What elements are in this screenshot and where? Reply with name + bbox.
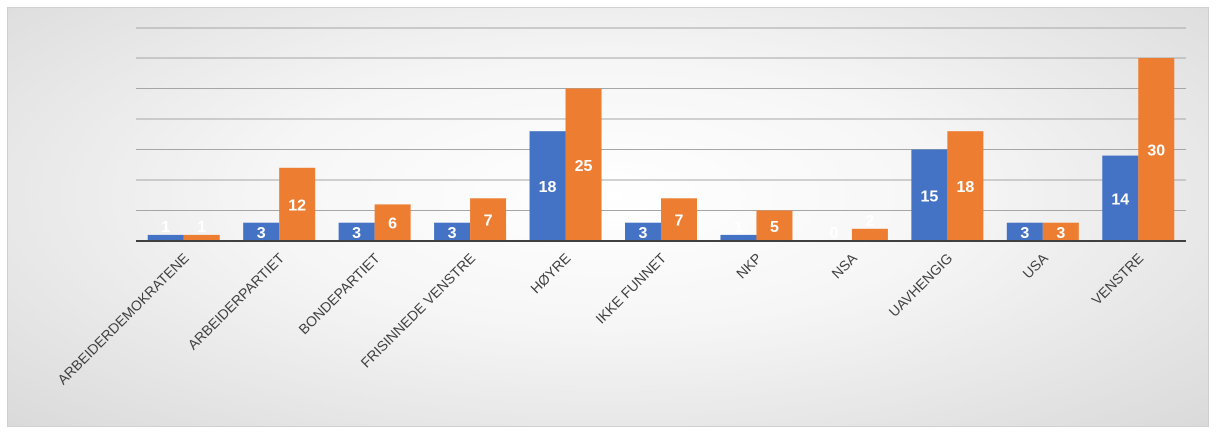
- bar: [756, 210, 793, 241]
- bar: [625, 222, 661, 241]
- bar: [338, 222, 375, 241]
- category-label: USA: [1019, 249, 1051, 281]
- category-label: NKP: [733, 250, 765, 282]
- bar: [1042, 222, 1079, 241]
- data-label: 3: [352, 225, 361, 242]
- data-label: 7: [484, 213, 493, 230]
- bar: [1102, 155, 1139, 241]
- bar: [147, 234, 184, 241]
- bar: [720, 234, 757, 241]
- data-label: 2: [865, 213, 874, 230]
- data-label: 3: [1020, 225, 1029, 242]
- category-label: ARBEIDERDEMOKRATENE: [54, 250, 192, 388]
- bar: [279, 167, 316, 241]
- data-label: 12: [288, 197, 306, 214]
- data-label: 3: [639, 225, 648, 242]
- category-label: ARBEIDERPARTIET: [184, 249, 287, 352]
- data-label: 18: [956, 179, 974, 196]
- bar: [661, 198, 697, 241]
- category-label: IKKE FUNNET: [592, 249, 669, 326]
- data-label: 25: [575, 158, 593, 175]
- data-label: 1: [734, 219, 743, 236]
- data-label: 18: [539, 179, 557, 196]
- bar: [434, 222, 471, 241]
- bar: [1006, 222, 1043, 241]
- category-label: NSA: [828, 249, 860, 281]
- bar: [243, 222, 280, 241]
- data-label: 1: [161, 219, 170, 236]
- bar: [911, 149, 948, 241]
- bar: [529, 131, 566, 241]
- data-label: 0: [829, 225, 838, 242]
- category-label: HØYRE: [527, 250, 574, 297]
- chart-area: 1 3 3 3 18 3 1 0 15 3 14 1 12 6 7 25 7 5 2 18 3 30 ARBEIDERDE…: [7, 7, 1209, 427]
- data-label: 3: [257, 225, 266, 242]
- bar: [374, 204, 411, 241]
- bar: [183, 234, 220, 241]
- data-label: 7: [675, 213, 684, 230]
- data-label: 14: [1111, 191, 1129, 208]
- bar: [947, 131, 984, 241]
- data-label: 3: [1056, 225, 1065, 242]
- data-label: 3: [448, 225, 457, 242]
- bar: [851, 228, 888, 241]
- data-label: 15: [920, 188, 938, 205]
- category-label: VENSTRE: [1088, 250, 1146, 308]
- data-label: 5: [770, 219, 779, 236]
- data-label: 1: [197, 219, 206, 236]
- category-label: UAVHENGIG: [885, 250, 955, 320]
- bar: [470, 198, 507, 241]
- bar: [565, 88, 602, 241]
- data-label: 30: [1147, 143, 1165, 160]
- category-label: BONDEPARTIET: [295, 250, 383, 338]
- data-label: 6: [388, 216, 397, 233]
- bars: [147, 58, 1175, 241]
- bar: [1138, 58, 1175, 241]
